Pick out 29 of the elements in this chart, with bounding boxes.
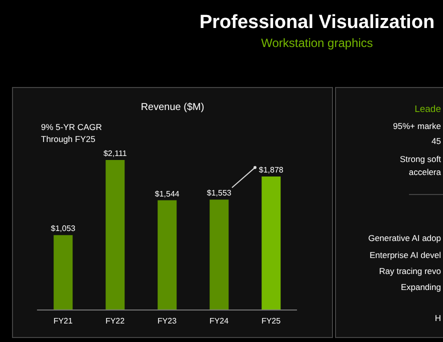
bar [262,176,281,310]
text: Strong soft [400,154,441,164]
text: accelera [408,167,441,177]
x-tick-label: FY21 [53,316,74,326]
text: Expanding [400,282,441,292]
text: 9% 5-YR CAGR Through FY25 [41,121,102,145]
data-label: $1,878 [258,166,284,175]
data-label: $2,111 [104,149,128,158]
x-tick-label: FY25 [261,316,282,326]
bar [54,235,73,310]
text: 45 [432,136,441,146]
bar [210,200,229,310]
text: H [434,313,441,323]
text: Enterprise AI devel [370,250,441,260]
data-label: $1,544 [154,189,180,198]
chart-title: Revenue ($M) [140,102,206,113]
bar [158,200,177,310]
data-label: $1,553 [206,188,232,198]
text: Ray tracing revo [379,266,441,276]
text: Workstation graphics [260,36,374,50]
text: Leade [414,104,441,115]
x-tick-label: FY22 [105,316,126,326]
x-tick-label: FY23 [157,316,178,326]
text: Professional Visualization [198,12,436,34]
text: Generative AI adop [368,233,441,243]
text: 95%+ marke [393,121,441,131]
data-label: $1,053 [50,224,76,234]
x-tick-label: FY24 [209,316,230,326]
bar [106,160,125,310]
